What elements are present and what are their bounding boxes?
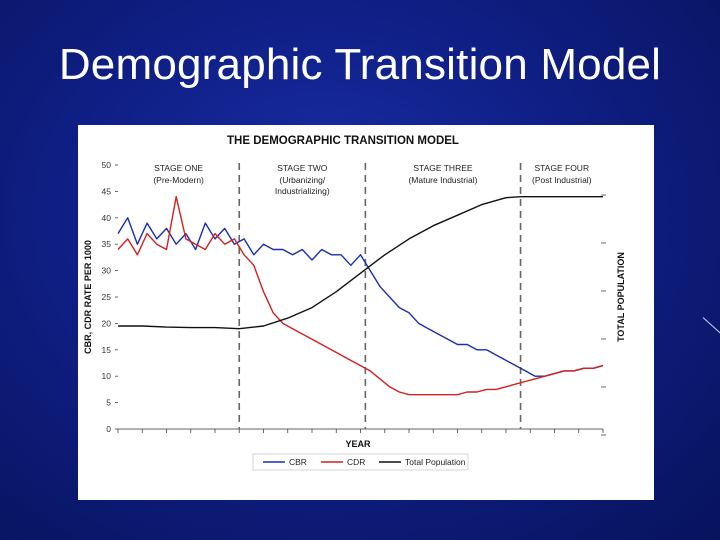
decorative-line [702, 317, 720, 336]
series-line-cdr [117, 195, 604, 396]
slide-title: Demographic Transition Model [58, 40, 662, 89]
stage-label: STAGE FOUR [534, 163, 589, 173]
x-axis-label: YEAR [345, 439, 371, 449]
legend-box [252, 453, 469, 471]
stage-sublabel: (Mature Industrial) [408, 175, 477, 185]
chart-title: THE DEMOGRAPHIC TRANSITION MODEL [227, 135, 459, 147]
y-tick-label: 20 [102, 318, 112, 328]
y-tick-label: 0 [106, 424, 111, 434]
stage-sublabel: (Urbanizing/ [279, 175, 325, 185]
chart-figure: THE DEMOGRAPHIC TRANSITION MODEL CBR, CD… [78, 125, 654, 500]
stage-sublabel: Industrializing) [275, 186, 330, 196]
y-tick-label: 50 [102, 160, 112, 170]
y-tick-label: 10 [102, 371, 112, 381]
stage-label: STAGE TWO [277, 163, 328, 173]
y-axis-label: CBR, CDR RATE PER 1000 [83, 240, 93, 354]
y-tick-label: 25 [102, 292, 112, 302]
legend-label: CBR [289, 457, 307, 467]
stage-sublabel: (Pre-Modern) [153, 175, 204, 185]
y-tick-label: 40 [102, 213, 112, 223]
series-line-cbr [117, 217, 604, 377]
legend-label: CDR [347, 457, 365, 467]
stage-sublabel: (Post Industrial) [532, 175, 592, 185]
stage-label: STAGE THREE [413, 163, 473, 173]
series-line-total-population [118, 195, 603, 330]
stage-label: STAGE ONE [154, 163, 203, 173]
y-tick-label: 5 [106, 398, 111, 408]
legend-label: Total Population [405, 457, 466, 467]
chart-canvas: THE DEMOGRAPHIC TRANSITION MODEL CBR, CD… [83, 135, 626, 471]
y-tick-label: 15 [102, 345, 112, 355]
right-axis-label: TOTAL POPULATION [616, 252, 626, 342]
y-tick-label: 35 [102, 239, 112, 249]
y-tick-label: 45 [102, 186, 112, 196]
y-tick-label: 30 [102, 266, 112, 276]
